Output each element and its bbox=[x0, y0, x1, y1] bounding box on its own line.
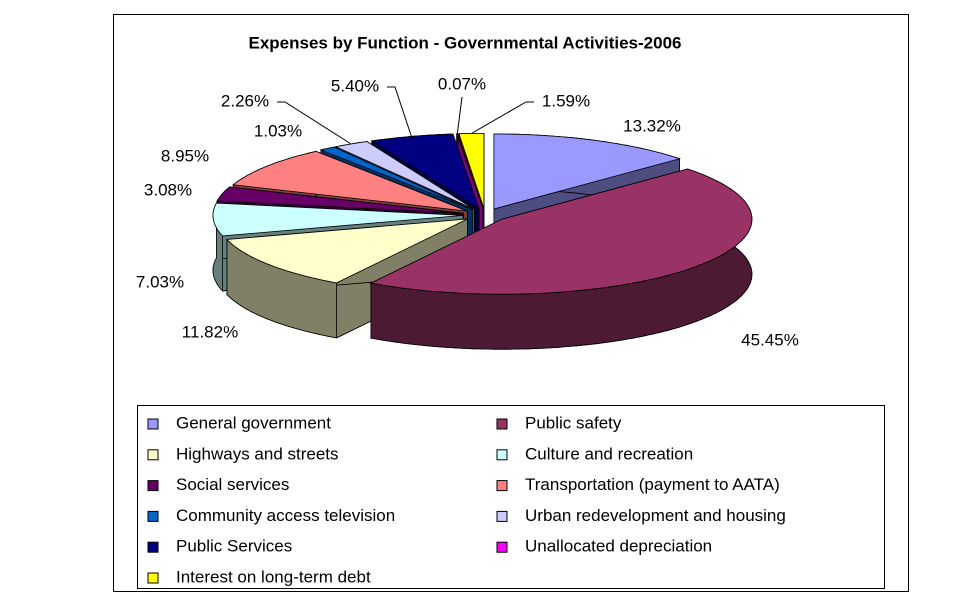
legend-label: General government bbox=[176, 413, 331, 432]
slice bbox=[232, 150, 468, 212]
legend-swatch bbox=[496, 510, 508, 522]
data-label: 5.40% bbox=[331, 76, 379, 95]
legend-label: Highways and streets bbox=[176, 444, 339, 463]
legend-swatch bbox=[147, 480, 159, 492]
legend-swatch bbox=[496, 541, 508, 553]
legend-swatch bbox=[496, 480, 508, 492]
data-label: 8.95% bbox=[161, 146, 209, 165]
slice bbox=[319, 146, 473, 210]
legend-label: Unallocated depreciation bbox=[525, 537, 712, 556]
data-label: 1.59% bbox=[542, 91, 590, 110]
legend-label: Social services bbox=[176, 475, 289, 494]
data-label: 2.26% bbox=[221, 91, 269, 110]
data-label: 1.03% bbox=[254, 121, 302, 140]
data-label: 45.45% bbox=[741, 330, 799, 349]
data-label: 3.08% bbox=[144, 180, 192, 199]
slice bbox=[212, 202, 464, 237]
slice bbox=[226, 218, 468, 284]
legend-swatch bbox=[147, 510, 159, 522]
legend-swatch bbox=[496, 418, 508, 430]
data-label: 7.03% bbox=[136, 272, 184, 291]
leader-line bbox=[277, 101, 352, 145]
slice bbox=[493, 133, 682, 210]
legend-swatch bbox=[147, 541, 159, 553]
legend-label: Public safety bbox=[525, 413, 622, 432]
legend-label: Interest on long-term debt bbox=[176, 567, 371, 586]
legend-box bbox=[137, 405, 885, 589]
legend-swatch bbox=[147, 572, 159, 584]
leader-line bbox=[471, 101, 534, 134]
legend-label: Public Services bbox=[176, 537, 292, 556]
data-label: 0.07% bbox=[438, 74, 486, 93]
data-label: 13.32% bbox=[623, 116, 681, 135]
legend-swatch bbox=[496, 449, 508, 461]
chart-title: Expenses by Function - Governmental Acti… bbox=[248, 33, 681, 52]
legend-label: Culture and recreation bbox=[525, 444, 693, 463]
leader-line bbox=[387, 86, 412, 137]
slice bbox=[369, 168, 753, 350]
leader-line bbox=[456, 96, 463, 134]
legend-label: Community access television bbox=[176, 506, 395, 525]
slice bbox=[369, 168, 753, 295]
slice bbox=[216, 186, 464, 214]
legend-swatch bbox=[147, 418, 159, 430]
legend-label: Transportation (payment to AATA) bbox=[525, 475, 780, 494]
legend-label: Urban redevelopment and housing bbox=[525, 506, 786, 525]
data-label: 11.82% bbox=[182, 322, 238, 341]
legend-swatch bbox=[147, 449, 159, 461]
